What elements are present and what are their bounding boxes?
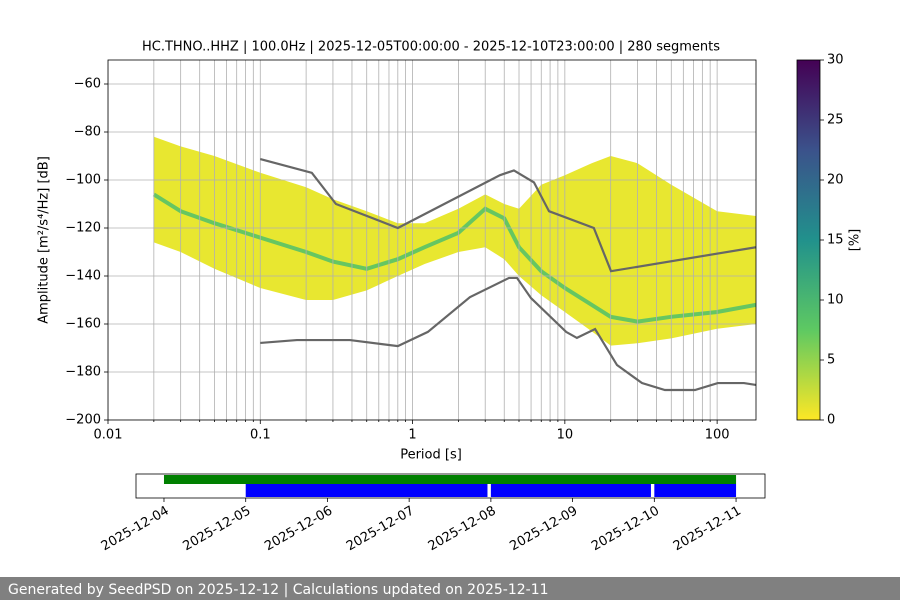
x-tick-label: 0.1 xyxy=(250,428,271,443)
plot-frame xyxy=(107,59,757,421)
timeline-tick-label: 2025-12-04 xyxy=(99,504,172,555)
y-tick-label: −140 xyxy=(65,269,101,284)
noise-model-line xyxy=(260,276,756,392)
colorbar-tick-label: 10 xyxy=(827,293,844,308)
y-tick-label: −180 xyxy=(65,365,101,380)
plot-area xyxy=(108,60,756,420)
x-tick-label: 100 xyxy=(705,428,730,443)
timeline-tick-label: 2025-12-05 xyxy=(181,504,254,555)
y-tick-label: −60 xyxy=(74,77,101,92)
timeline-tick-label: 2025-12-08 xyxy=(426,504,499,555)
timeline-tick-label: 2025-12-06 xyxy=(262,504,335,555)
timeline-segment xyxy=(163,475,737,484)
y-axis-label: Amplitude [m²/s⁴/Hz] [dB] xyxy=(37,156,52,324)
y-tick-label: −100 xyxy=(65,173,101,188)
timeline-tick-label: 2025-12-07 xyxy=(344,504,417,555)
x-tick-label: 0.01 xyxy=(94,428,123,443)
colorbar-tick-label: 30 xyxy=(827,53,844,68)
colorbar-tick-label: 25 xyxy=(827,113,844,128)
y-tick-label: −160 xyxy=(65,317,101,332)
noise-model-line xyxy=(259,158,756,273)
colorbar-tick-label: 5 xyxy=(827,353,835,368)
x-tick-label: 10 xyxy=(557,428,574,443)
footer-text: Generated by SeedPSD on 2025-12-12 | Cal… xyxy=(8,582,549,598)
colorbar-tick-label: 15 xyxy=(827,233,844,248)
chart-title: HC.THNO..HHZ | 100.0Hz | 2025-12-05T00:0… xyxy=(142,40,720,55)
timeline-segment xyxy=(490,484,651,497)
timeline-tick-label: 2025-12-09 xyxy=(507,504,580,555)
timeline-tick-label: 2025-12-10 xyxy=(589,504,662,555)
colorbar xyxy=(797,60,820,420)
y-tick-label: −200 xyxy=(65,413,101,428)
timeline-segment xyxy=(245,484,488,497)
x-axis-label: Period [s] xyxy=(400,448,462,463)
timeline-tick-label: 2025-12-11 xyxy=(671,504,744,555)
footer-bar xyxy=(0,577,900,600)
y-tick-label: −80 xyxy=(74,125,101,140)
colorbar-tick-label: 20 xyxy=(827,173,844,188)
colorbar-tick-label: 0 xyxy=(827,413,835,428)
density-area xyxy=(153,136,756,346)
colorbar-label: [%] xyxy=(848,229,863,252)
timeline-segment xyxy=(654,484,737,497)
timeline-frame xyxy=(135,473,766,499)
x-tick-label: 1 xyxy=(408,428,416,443)
y-tick-label: −120 xyxy=(65,221,101,236)
